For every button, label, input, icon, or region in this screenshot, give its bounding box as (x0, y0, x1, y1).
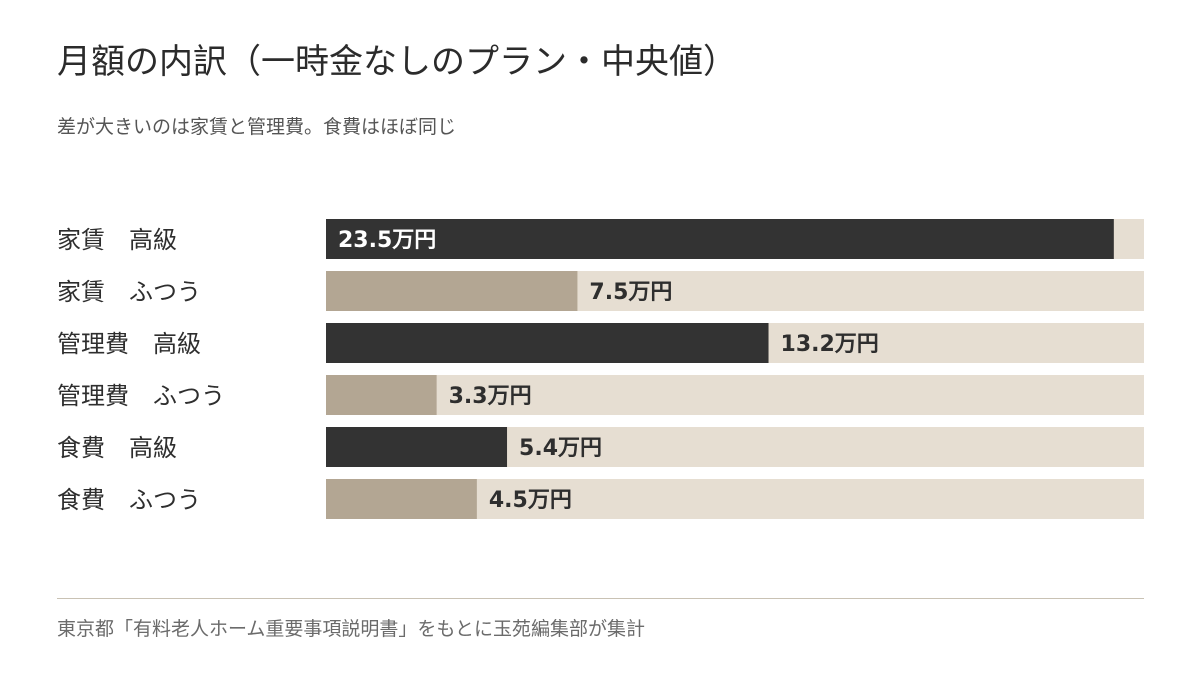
value-label: 3.3万円 (449, 384, 532, 409)
bar-high (326, 427, 508, 467)
value-label: 5.4万円 (519, 436, 602, 461)
value-label: 7.5万円 (589, 280, 672, 305)
bar-high (326, 323, 769, 363)
bar-normal (326, 375, 437, 415)
value-label: 4.5万円 (489, 488, 572, 513)
row-label: 管理費 高級 (57, 330, 201, 358)
row-label: 管理費 ふつう (57, 382, 225, 410)
footer-divider (57, 598, 1144, 599)
bar-high (326, 219, 1114, 259)
row-label: 家賃 ふつう (57, 278, 201, 306)
row-label: 食費 高級 (57, 434, 177, 462)
bar-track (326, 375, 1144, 415)
value-label: 13.2万円 (781, 332, 879, 357)
bar-normal (326, 479, 477, 519)
chart-subtitle: 差が大きいのは家賃と管理費。食費はほぼ同じ (57, 116, 457, 138)
bar-normal (326, 271, 578, 311)
value-label: 23.5万円 (338, 228, 436, 253)
row-label: 家賃 高級 (57, 226, 177, 254)
source-note: 東京都「有料老人ホーム重要事項説明書」をもとに玉苑編集部が集計 (57, 618, 646, 640)
row-label: 食費 ふつう (57, 486, 201, 514)
chart-title: 月額の内訳（一時金なしのプラン・中央値） (57, 42, 737, 82)
